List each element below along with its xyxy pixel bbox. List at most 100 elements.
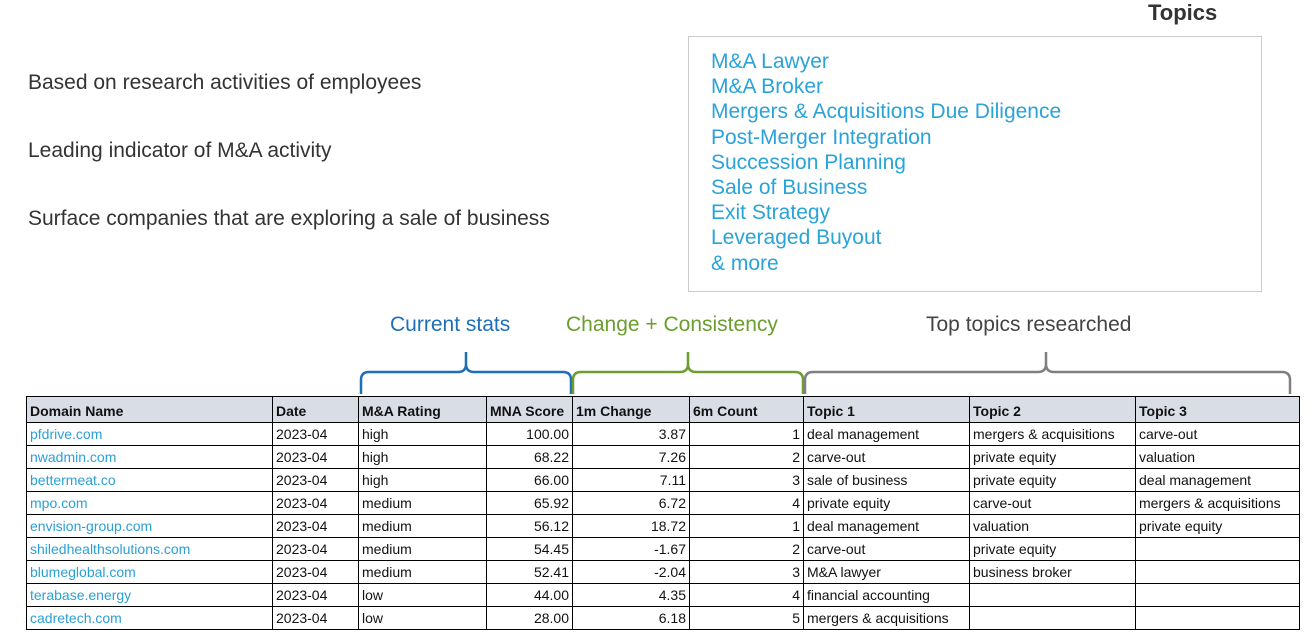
topic-item: Leveraged Buyout bbox=[711, 226, 882, 250]
topic-item: Post-Merger Integration bbox=[711, 125, 932, 149]
table-row: cadretech.com 2023-04 low 28.00 6.18 5 mergers… bbox=[26, 606, 1300, 630]
score-cell: 68.22 bbox=[486, 445, 573, 469]
score-cell: 52.41 bbox=[486, 560, 573, 584]
table-body: pfdrive.com 2023-04 high 100.00 3.87 1 deal ma… bbox=[26, 422, 1300, 630]
top-topics-brace bbox=[803, 352, 1292, 394]
topic1-cell: carve-out bbox=[803, 445, 970, 469]
date-cell: 2023-04 bbox=[272, 560, 359, 584]
change-cell: -1.67 bbox=[572, 537, 690, 561]
count-cell: 1 bbox=[689, 514, 804, 538]
current-stats-label: Current stats bbox=[390, 313, 511, 336]
rating-cell: medium bbox=[358, 560, 487, 584]
rating-cell: low bbox=[358, 583, 487, 607]
header-topic-3: Topic 3 bbox=[1135, 396, 1300, 423]
domain-cell[interactable]: terabase.energy bbox=[26, 583, 273, 607]
domain-cell[interactable]: blumeglobal.com bbox=[26, 560, 273, 584]
domain-cell[interactable]: envision-group.com bbox=[26, 514, 273, 538]
topic2-cell: mergers & acquisitions bbox=[969, 422, 1136, 446]
header-mna-rating: M&A Rating bbox=[358, 396, 487, 423]
score-cell: 54.45 bbox=[486, 537, 573, 561]
change-cell: 18.72 bbox=[572, 514, 690, 538]
change-cell: -2.04 bbox=[572, 560, 690, 584]
table-header-row: Domain Name Date M&A Rating MNA Score 1m… bbox=[26, 396, 1300, 423]
topic2-cell: valuation bbox=[969, 514, 1136, 538]
rating-cell: medium bbox=[358, 491, 487, 515]
description-item: Based on research activities of employee… bbox=[28, 71, 422, 94]
topic1-cell: deal management bbox=[803, 514, 970, 538]
change-consistency-brace bbox=[571, 352, 805, 394]
topic-item: Sale of Business bbox=[711, 176, 868, 200]
description-item: Surface companies that are exploring a s… bbox=[28, 207, 550, 230]
count-cell: 2 bbox=[689, 445, 804, 469]
topic-item: Exit Strategy bbox=[711, 201, 831, 225]
header-topic-2: Topic 2 bbox=[969, 396, 1136, 423]
current-stats-brace bbox=[359, 352, 573, 394]
topic2-cell: private equity bbox=[969, 468, 1136, 492]
topic3-cell bbox=[1135, 583, 1300, 607]
score-cell: 28.00 bbox=[486, 606, 573, 630]
date-cell: 2023-04 bbox=[272, 606, 359, 630]
table-row: envision-group.com 2023-04 medium 56.12 18.7… bbox=[26, 514, 1300, 538]
header-topic-1: Topic 1 bbox=[803, 396, 970, 423]
domain-cell[interactable]: nwadmin.com bbox=[26, 445, 273, 469]
top-topics-label: Top topics researched bbox=[926, 313, 1132, 336]
score-cell: 100.00 bbox=[486, 422, 573, 446]
table-row: shiledhealthsolutions.com 2023-04 medium 54… bbox=[26, 537, 1300, 561]
rating-cell: medium bbox=[358, 514, 487, 538]
header-1m-change: 1m Change bbox=[572, 396, 690, 423]
topic1-cell: M&A lawyer bbox=[803, 560, 970, 584]
rating-cell: high bbox=[358, 445, 487, 469]
topic-item: Succession Planning bbox=[711, 150, 906, 174]
date-cell: 2023-04 bbox=[272, 537, 359, 561]
change-consistency-label: Change + Consistency bbox=[566, 313, 778, 336]
topic2-cell: carve-out bbox=[969, 491, 1136, 515]
topic2-cell bbox=[969, 583, 1136, 607]
topic-item: Mergers & Acquisitions Due Diligence bbox=[711, 100, 1062, 124]
count-cell: 4 bbox=[689, 491, 804, 515]
header-domain-name: Domain Name bbox=[26, 396, 273, 423]
topic-item: & more bbox=[711, 251, 779, 275]
topic2-cell: private equity bbox=[969, 445, 1136, 469]
topic1-cell: mergers & acquisitions bbox=[803, 606, 970, 630]
header-mna-score: MNA Score bbox=[486, 396, 573, 423]
topic3-cell bbox=[1135, 537, 1300, 561]
domain-cell[interactable]: pfdrive.com bbox=[26, 422, 273, 446]
score-cell: 56.12 bbox=[486, 514, 573, 538]
topic3-cell: private equity bbox=[1135, 514, 1300, 538]
topics-title: Topics bbox=[1148, 0, 1218, 25]
topic3-cell bbox=[1135, 606, 1300, 630]
change-cell: 7.26 bbox=[572, 445, 690, 469]
rating-cell: low bbox=[358, 606, 487, 630]
score-cell: 66.00 bbox=[486, 468, 573, 492]
domain-cell[interactable]: bettermeat.co bbox=[26, 468, 273, 492]
table-row: bettermeat.co 2023-04 high 66.00 7.11 3 sale o… bbox=[26, 468, 1300, 492]
topic1-cell: private equity bbox=[803, 491, 970, 515]
change-cell: 4.35 bbox=[572, 583, 690, 607]
domain-cell[interactable]: shiledhealthsolutions.com bbox=[26, 537, 273, 561]
topic-item: M&A Broker bbox=[711, 75, 824, 99]
table-row: nwadmin.com 2023-04 high 68.22 7.26 2 carve-ou… bbox=[26, 445, 1300, 469]
topic3-cell: valuation bbox=[1135, 445, 1300, 469]
topic1-cell: carve-out bbox=[803, 537, 970, 561]
date-cell: 2023-04 bbox=[272, 422, 359, 446]
date-cell: 2023-04 bbox=[272, 445, 359, 469]
topics-panel: M&A Lawyer M&A Broker Mergers & Acquisit… bbox=[688, 36, 1262, 292]
table-row: pfdrive.com 2023-04 high 100.00 3.87 1 deal ma… bbox=[26, 422, 1300, 446]
score-cell: 44.00 bbox=[486, 583, 573, 607]
count-cell: 2 bbox=[689, 537, 804, 561]
table-row: blumeglobal.com 2023-04 medium 52.41 -2.04 3 M… bbox=[26, 560, 1300, 584]
topic-item: M&A Lawyer bbox=[711, 50, 829, 73]
score-cell: 65.92 bbox=[486, 491, 573, 515]
table-row: mpo.com 2023-04 medium 65.92 6.72 4 private eq… bbox=[26, 491, 1300, 515]
count-cell: 1 bbox=[689, 422, 804, 446]
mna-signal-table: Domain Name Date M&A Rating MNA Score 1m… bbox=[26, 396, 1300, 630]
change-cell: 6.72 bbox=[572, 491, 690, 515]
domain-cell[interactable]: cadretech.com bbox=[26, 606, 273, 630]
date-cell: 2023-04 bbox=[272, 514, 359, 538]
change-cell: 7.11 bbox=[572, 468, 690, 492]
count-cell: 3 bbox=[689, 468, 804, 492]
topic2-cell: private equity bbox=[969, 537, 1136, 561]
topic1-cell: financial accounting bbox=[803, 583, 970, 607]
domain-cell[interactable]: mpo.com bbox=[26, 491, 273, 515]
description-item: Leading indicator of M&A activity bbox=[28, 139, 332, 162]
